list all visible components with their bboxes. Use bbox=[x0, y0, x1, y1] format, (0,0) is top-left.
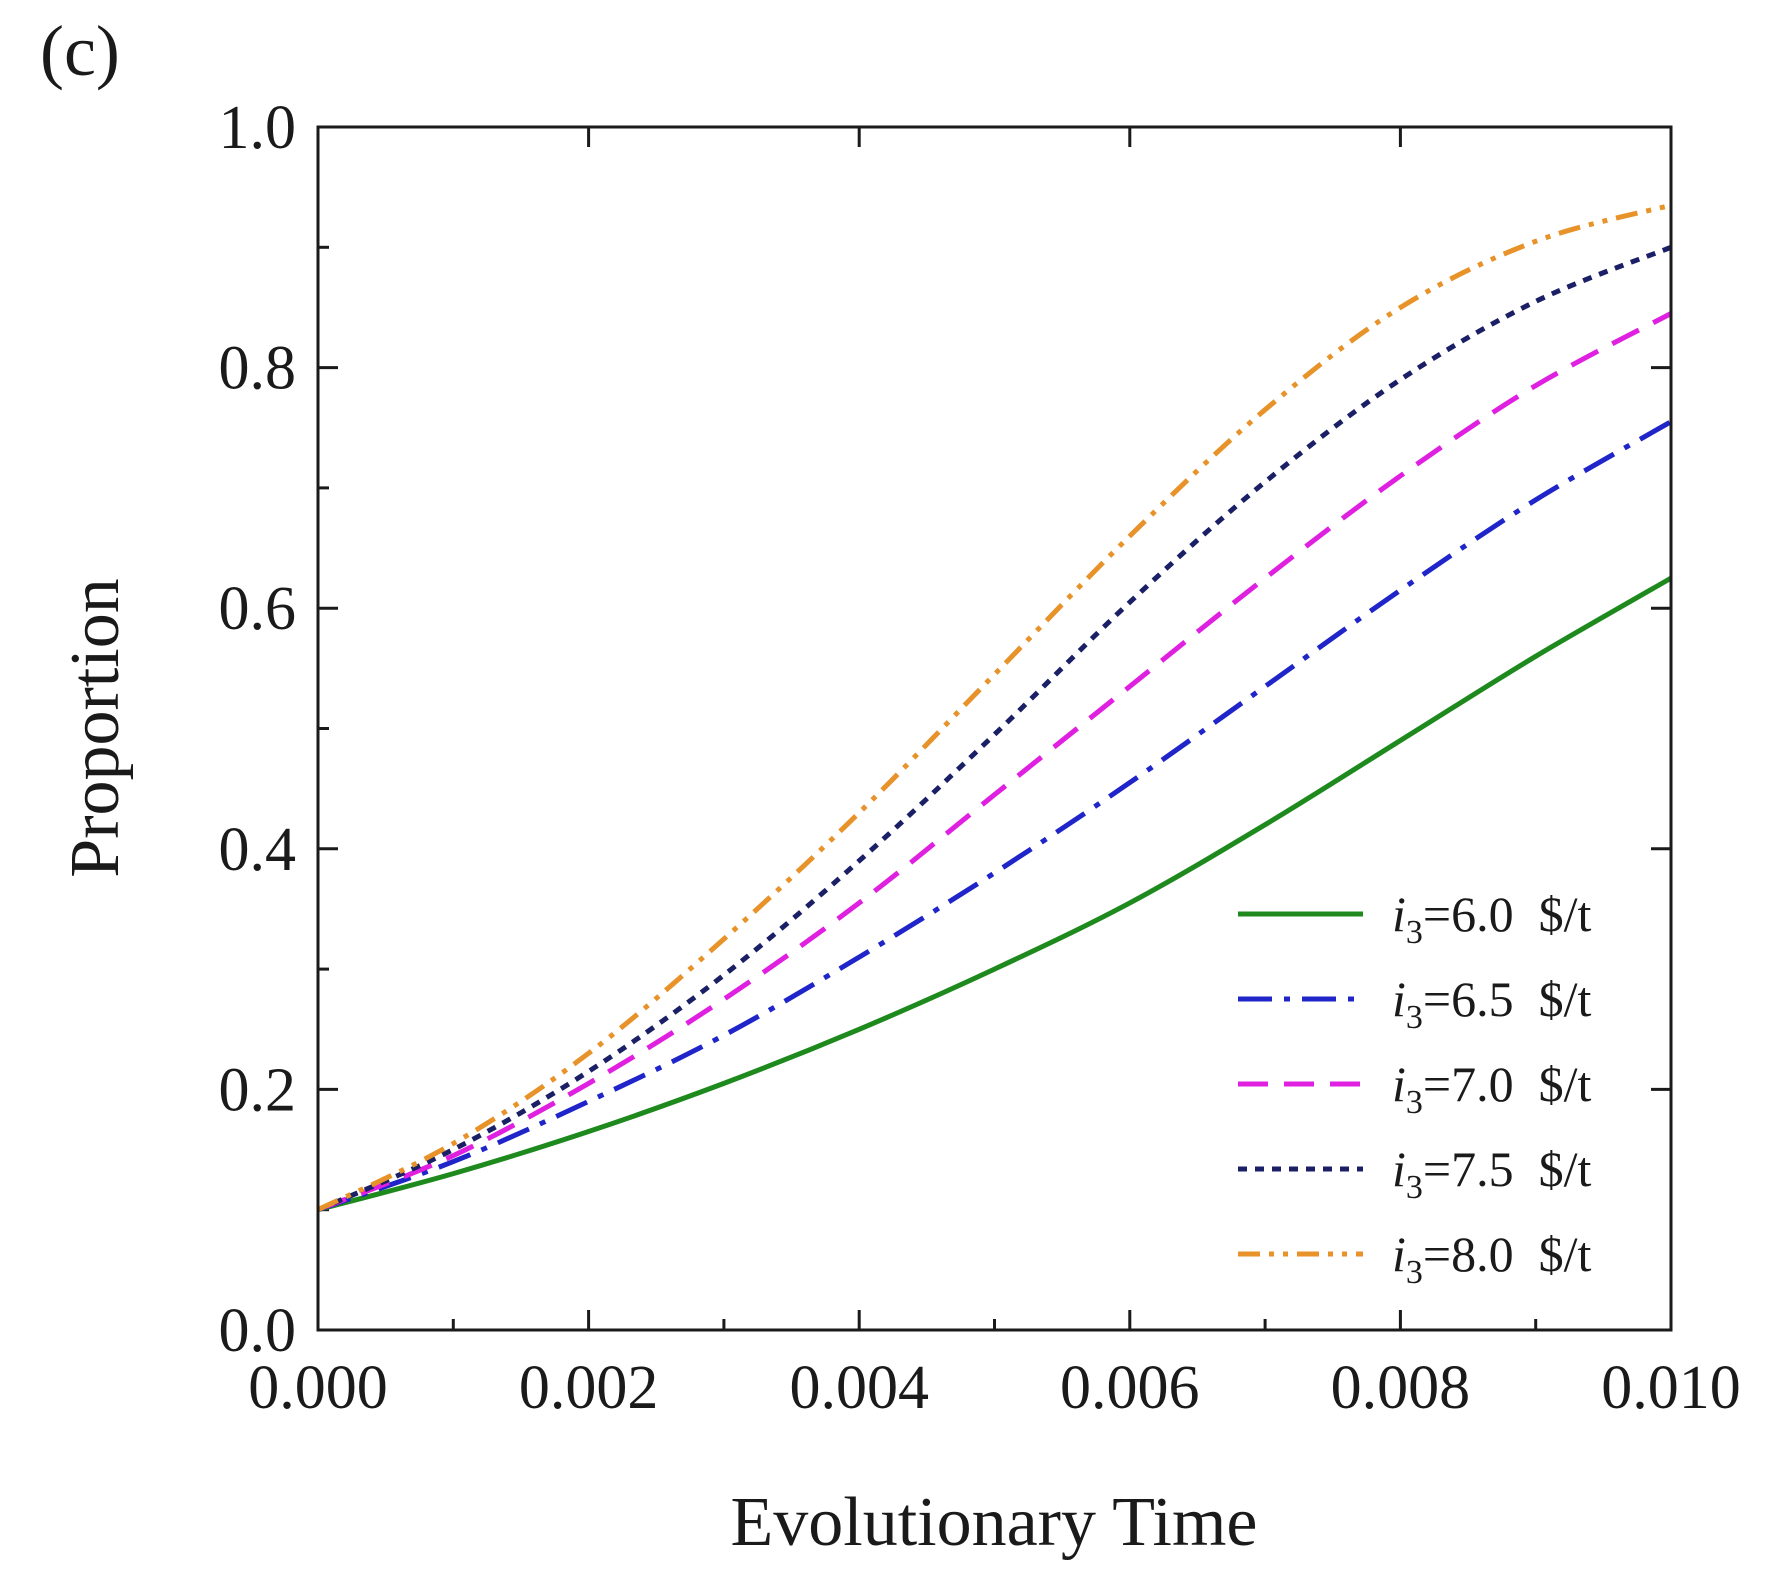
x-tick-label: 0.002 bbox=[519, 1354, 659, 1422]
y-tick-label: 0.4 bbox=[219, 816, 297, 884]
series-line-1 bbox=[317, 575, 1673, 1213]
x-tick-labels: 0.000 0.002 0.004 0.006 0.008 0.010 bbox=[248, 1354, 1741, 1422]
y-axis-title: Proportion bbox=[57, 578, 134, 877]
y-tick-labels: 0.0 0.2 0.4 0.6 0.8 1.0 bbox=[219, 94, 297, 1365]
series-line-3 bbox=[317, 311, 1673, 1213]
series-line-4 bbox=[316, 244, 1672, 1212]
x-tick-label: 0.004 bbox=[789, 1354, 929, 1422]
plot-series bbox=[316, 202, 1673, 1213]
y-tick-label: 0.8 bbox=[219, 335, 297, 403]
legend-label-4: i3=7.5 $/t bbox=[1392, 1141, 1591, 1206]
panel-label: (c) bbox=[40, 11, 120, 91]
x-tick-label: 0.008 bbox=[1331, 1354, 1471, 1422]
x-axis-title: Evolutionary Time bbox=[731, 1484, 1258, 1561]
plot-frame bbox=[316, 125, 1673, 1332]
y-tick-label: 0.6 bbox=[219, 575, 297, 643]
legend: i3=6.0 $/t i3=6.5 $/t i3=7.0 $/t i3=7.5 $/t… bbox=[1238, 886, 1591, 1291]
x-tick-label: 0.006 bbox=[1060, 1354, 1200, 1422]
legend-label-2: i3=6.5 $/t bbox=[1392, 971, 1591, 1036]
legend-label-1: i3=6.0 $/t bbox=[1392, 886, 1591, 951]
legend-label-3: i3=7.0 $/t bbox=[1392, 1056, 1591, 1121]
y-tick-label: 1.0 bbox=[219, 94, 297, 162]
legend-label-5: i3=8.0 $/t bbox=[1392, 1226, 1591, 1291]
y-tick-label: 0.2 bbox=[219, 1056, 297, 1124]
x-tick-label: 0.010 bbox=[1601, 1354, 1741, 1422]
y-tick-label: 0.0 bbox=[219, 1297, 297, 1365]
x-tick-label: 0.000 bbox=[248, 1354, 388, 1422]
series-line-2 bbox=[317, 419, 1673, 1213]
